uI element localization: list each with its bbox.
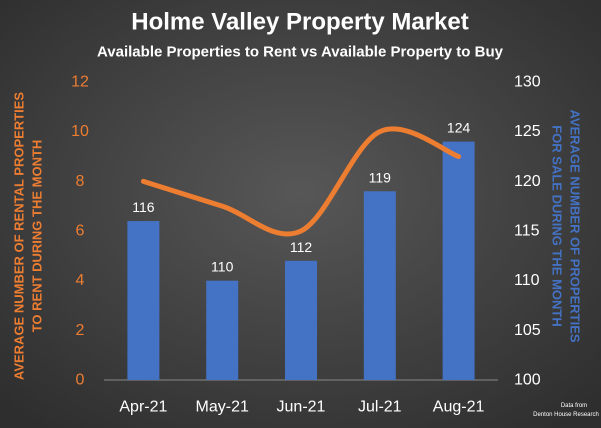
y2-tick-label: 105 [514,322,541,339]
data-label: 119 [369,169,392,185]
y2-axis-title: AVERAGE NUMBER OF PROPERTIES FOR SALE DU… [550,109,583,342]
data-label: 116 [132,199,155,215]
y-tick-label: 0 [76,372,85,389]
y-tick-label: 12 [71,74,89,91]
y-axis-title: AVERAGE NUMBER OF RENTAL PROPERTIES TO R… [12,92,45,381]
note: Data from [561,403,587,409]
y2-axis-title-line: AVERAGE NUMBER OF PROPERTIES [568,109,583,342]
chart-title: Holme Valley Property Market [131,9,468,36]
y2-tick-label: 130 [514,74,541,91]
x-tick-label: Jun-21 [277,399,326,416]
bar [285,260,317,380]
bar [127,221,160,380]
x-tick-label: Apr-21 [119,399,167,416]
y2-tick-label: 120 [514,173,541,190]
data-label: 124 [447,120,471,136]
y-axis-title-line: TO RENT DURING THE MONTH [30,140,45,333]
data-label: 110 [211,259,234,275]
x-tick-label: May-21 [196,399,249,416]
y-axis-title-line: AVERAGE NUMBER OF RENTAL PROPERTIES [12,92,27,381]
x-tick-label: Aug-21 [433,399,485,416]
y-tick-label: 8 [76,173,85,190]
data-label: 112 [290,239,313,255]
bar [363,191,396,380]
y-tick-label: 4 [76,272,85,289]
line [140,126,462,237]
y2-tick-label: 125 [514,123,541,140]
bar [206,280,239,380]
y-tick-label: 2 [76,322,85,339]
y2-tick-label: 115 [514,223,540,240]
chart-subtitle: Available Properties to Rent vs Availabl… [97,44,504,61]
y2-tick-label: 110 [514,272,540,289]
note: Denton House Research [533,412,599,418]
x-tick-label: Jul-21 [358,399,402,416]
y2-axis-title-line: FOR SALE DURING THE MONTH [550,125,565,327]
y-tick-label: 6 [76,223,85,240]
bar [442,141,475,380]
y-tick-label: 10 [71,123,89,140]
y2-tick-label: 100 [514,372,541,389]
